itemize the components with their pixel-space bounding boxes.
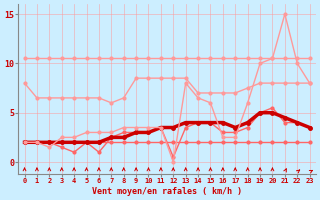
X-axis label: Vent moyen/en rafales ( km/h ): Vent moyen/en rafales ( km/h ) xyxy=(92,187,242,196)
